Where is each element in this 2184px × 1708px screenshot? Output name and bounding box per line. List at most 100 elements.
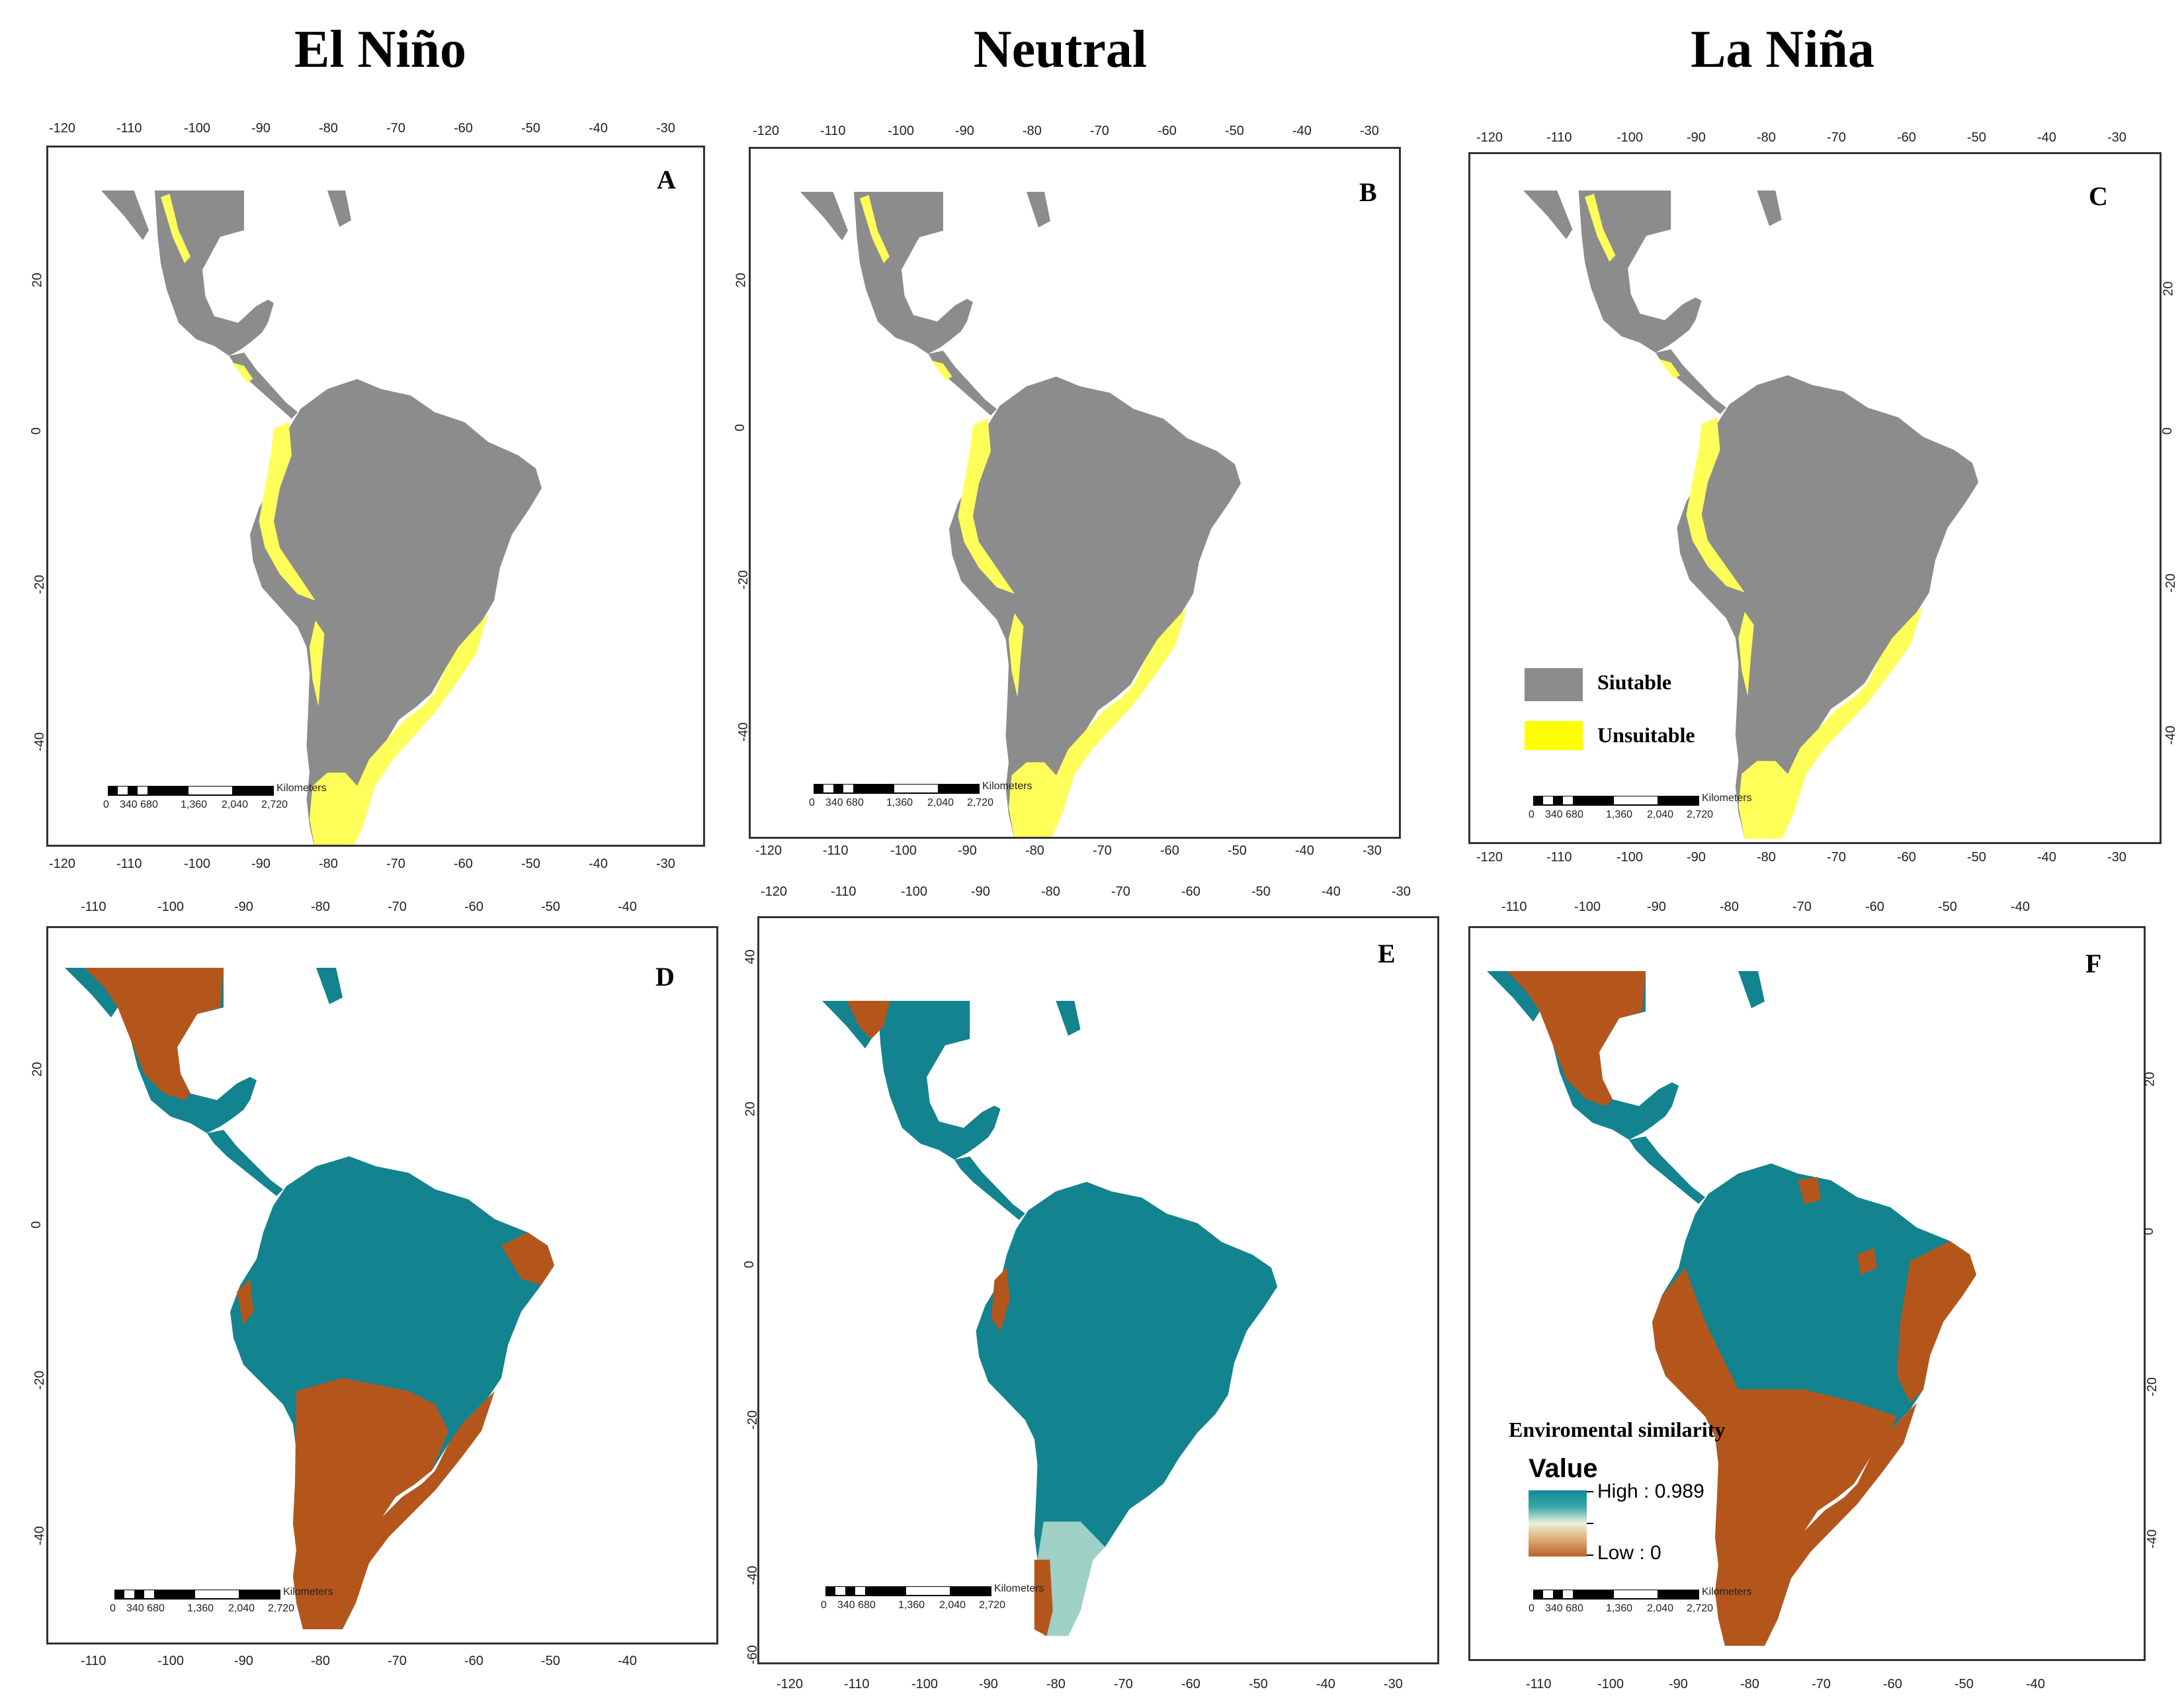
lon-tick-c-bot-4: -80 — [1757, 850, 1776, 865]
scale-label-c-4: 2,720 — [1687, 809, 1714, 820]
scale-unit-e: Kilometers — [994, 1583, 1044, 1594]
lon-tick-b-bot-2: -100 — [890, 843, 917, 858]
lon-tick-e-top-2: -100 — [901, 884, 928, 899]
lon-tick-a-bot-5: -70 — [386, 857, 405, 871]
lon-tick-c-bot-3: -90 — [1687, 850, 1706, 865]
scale-label-b-1: 340 680 — [825, 797, 864, 808]
lat-tick-b-0: 20 — [734, 273, 749, 288]
column-title-el-nino: El Niño — [294, 21, 467, 79]
lon-tick-a-bot-7: -50 — [521, 857, 540, 871]
scale-bar-c — [1533, 796, 1699, 806]
scale-label-d-2: 1,360 — [187, 1603, 214, 1614]
lon-tick-f-top-6: -50 — [1938, 900, 1957, 914]
lon-tick-a-top-3: -90 — [251, 121, 271, 136]
lon-tick-f-bot-6: -50 — [1954, 1677, 1974, 1691]
lon-tick-e-bot-5: -70 — [1114, 1677, 1133, 1691]
lon-tick-b-top-3: -90 — [955, 124, 974, 138]
scale-bar-a — [108, 786, 274, 796]
scale-label-d-0: 0 — [110, 1603, 116, 1614]
lon-tick-e-top-1: -110 — [831, 884, 857, 899]
lon-tick-a-bot-9: -30 — [656, 857, 675, 871]
map-d — [65, 968, 554, 1629]
lon-tick-e-bot-6: -60 — [1181, 1677, 1200, 1691]
lat-tick-a-1: 0 — [29, 427, 44, 435]
lon-tick-d-top-0: -110 — [81, 900, 106, 914]
lon-tick-c-bot-6: -60 — [1897, 850, 1916, 865]
map-frame-d: D Kilometers 0 340 680 1,360 2,040 2,720 — [46, 926, 718, 1644]
lon-tick-b-top-4: -80 — [1023, 124, 1042, 138]
legend-label-suitable: Siutable — [1597, 670, 1672, 694]
lon-tick-a-top-9: -30 — [656, 121, 675, 136]
scale-bar-d — [114, 1590, 280, 1600]
scale-label-e-4: 2,720 — [979, 1600, 1006, 1611]
lon-tick-d-top-3: -80 — [311, 900, 330, 914]
lat-tick-e-3: -20 — [745, 1410, 760, 1430]
legend-swatch-suitable — [1525, 668, 1583, 701]
lon-tick-b-bot-7: -50 — [1228, 843, 1247, 858]
lon-tick-f-top-4: -70 — [1792, 900, 1812, 914]
lon-tick-a-bot-2: -100 — [184, 857, 211, 871]
lat-tick-f-2: -20 — [2144, 1377, 2160, 1396]
scale-label-a-4: 2,720 — [261, 799, 288, 810]
scale-label-e-1: 340 680 — [837, 1600, 876, 1611]
legend-label-unsuitable: Unsuitable — [1597, 723, 1695, 747]
lon-tick-a-bot-0: -120 — [49, 857, 76, 871]
lon-tick-d-bot-0: -110 — [81, 1654, 106, 1668]
lon-tick-c-top-5: -70 — [1827, 130, 1846, 145]
lon-tick-d-bot-2: -90 — [234, 1654, 253, 1668]
scale-label-b-4: 2,720 — [967, 797, 994, 808]
lon-tick-f-bot-5: -60 — [1883, 1677, 1902, 1691]
lat-tick-a-2: -20 — [32, 575, 47, 594]
scale-label-b-2: 1,360 — [886, 797, 913, 808]
ramp-ticks — [1587, 1491, 1593, 1556]
scale-label-e-2: 1,360 — [898, 1600, 925, 1611]
lon-tick-a-top-8: -40 — [589, 121, 608, 136]
lon-tick-a-top-0: -120 — [49, 121, 76, 136]
panel-letter-f: F — [2085, 949, 2102, 978]
map-frame-f: F Enviromental similarity Value High : 0… — [1468, 926, 2146, 1661]
lon-tick-a-bot-3: -90 — [251, 857, 271, 871]
lat-tick-d-2: -20 — [32, 1371, 47, 1390]
panel-letter-a: A — [657, 165, 676, 194]
lon-tick-b-bot-3: -90 — [958, 843, 977, 858]
scale-label-e-3: 2,040 — [939, 1600, 966, 1611]
lon-tick-d-bot-5: -60 — [464, 1654, 483, 1668]
lon-tick-c-top-0: -120 — [1476, 130, 1503, 145]
scale-label-c-2: 1,360 — [1606, 809, 1633, 820]
scale-label-c-1: 340 680 — [1545, 809, 1583, 820]
lat-tick-c-2: -20 — [2163, 574, 2178, 593]
lon-tick-e-top-4: -80 — [1041, 884, 1060, 899]
lon-tick-b-top-6: -60 — [1157, 124, 1177, 138]
map-f — [1487, 971, 1976, 1646]
scale-unit-c: Kilometers — [1702, 792, 1752, 804]
lon-tick-c-top-8: -40 — [2037, 130, 2056, 145]
lon-tick-c-top-7: -50 — [1967, 130, 1986, 145]
lon-tick-c-top-6: -60 — [1897, 130, 1916, 145]
scale-label-a-3: 2,040 — [222, 799, 249, 810]
lat-tick-e-2: 0 — [742, 1260, 757, 1269]
panel-letter-b: B — [1359, 177, 1377, 207]
lon-tick-d-top-2: -90 — [234, 900, 253, 914]
lon-tick-b-top-1: -110 — [820, 124, 846, 138]
lon-tick-a-bot-8: -40 — [589, 857, 608, 871]
column-title-neutral: Neutral — [973, 21, 1148, 79]
lon-tick-c-top-4: -80 — [1757, 130, 1776, 145]
lon-tick-b-top-5: -70 — [1090, 124, 1109, 138]
lon-tick-d-top-7: -40 — [618, 900, 637, 914]
panel-letter-d: D — [655, 962, 675, 992]
lon-tick-c-bot-8: -40 — [2037, 850, 2056, 865]
lon-tick-d-top-1: -100 — [157, 900, 185, 914]
lon-tick-d-bot-1: -100 — [157, 1654, 185, 1668]
panel-letter-e: E — [1378, 939, 1396, 968]
similarity-legend-high: High : 0.989 — [1597, 1480, 1704, 1502]
lat-tick-f-3: -40 — [2144, 1529, 2160, 1549]
lat-tick-b-2: -20 — [735, 570, 751, 589]
lon-tick-d-bot-6: -50 — [541, 1654, 560, 1668]
lon-tick-e-bot-0: -120 — [777, 1677, 804, 1691]
lon-tick-e-top-7: -50 — [1251, 884, 1271, 899]
lon-tick-b-bot-0: -120 — [755, 843, 782, 858]
scale-unit-b: Kilometers — [982, 781, 1032, 792]
scale-bar-b — [814, 784, 980, 794]
column-title-la-nina: La Niña — [1691, 21, 1874, 79]
lon-tick-d-bot-4: -70 — [388, 1654, 407, 1668]
